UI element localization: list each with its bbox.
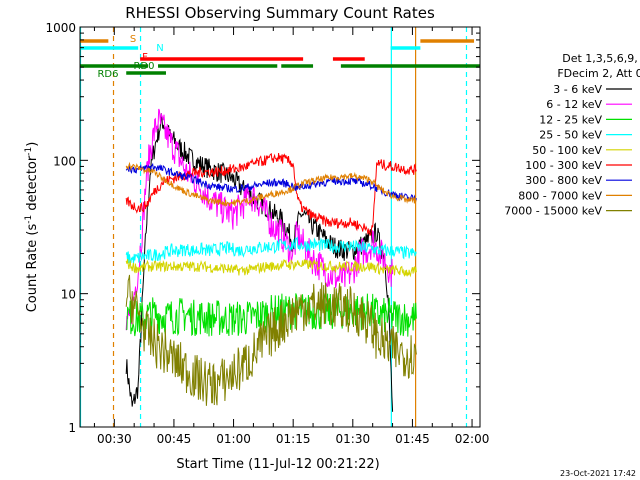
x-axis-ticks: 00:30 00:45 01:00 01:15 01:30 01:45 02:00 bbox=[93, 27, 490, 446]
y-label-part: Count Rate (s bbox=[25, 224, 40, 313]
x-tick-label: 02:00 bbox=[455, 432, 490, 446]
flag-label-s: S bbox=[130, 34, 136, 45]
legend-label-3-6-kev: 3 - 6 keV bbox=[553, 83, 602, 96]
flag-label-rd0: RD0 bbox=[133, 61, 154, 72]
flag-label-rd6: RD6 bbox=[97, 69, 118, 80]
y-axis-ticks: 1 10 100 1000 bbox=[45, 21, 480, 435]
series-line-50-100-kev bbox=[125, 258, 417, 278]
x-tick-label: 01:45 bbox=[395, 432, 430, 446]
y-label-sup: -1 bbox=[24, 215, 34, 224]
x-tick-label: 01:15 bbox=[276, 432, 311, 446]
series-line-100-300-kev bbox=[125, 153, 417, 237]
legend-label-7000-15000-kev: 7000 - 15000 keV bbox=[504, 205, 602, 218]
y-tick-label: 1 bbox=[68, 421, 76, 435]
legend-label-800-7000-kev: 800 - 7000 keV bbox=[518, 189, 602, 202]
y-tick-label: 1000 bbox=[45, 21, 76, 35]
y-tick-label: 100 bbox=[53, 154, 76, 168]
x-axis-label: Start Time (11-Jul-12 00:21:22) bbox=[176, 457, 379, 472]
timestamp: 23-Oct-2021 17:42 bbox=[560, 469, 636, 478]
plot-frame bbox=[79, 26, 481, 428]
legend-label-50-100-kev: 50 - 100 keV bbox=[532, 144, 602, 157]
series-line-6-12-kev bbox=[125, 108, 394, 331]
x-tick-label: 00:30 bbox=[97, 432, 132, 446]
flag-label-n: N bbox=[156, 43, 163, 54]
legend-label-300-800-kev: 300 - 800 keV bbox=[525, 174, 602, 187]
legend-header-line: Det 1,3,5,6,9, bbox=[562, 52, 638, 65]
series-line-800-7000-kev bbox=[125, 161, 417, 207]
legend-header-line: FDecim 2, Att 0 bbox=[557, 67, 640, 80]
y-label-part: ) bbox=[25, 142, 40, 147]
legend-label-100-300-kev: 100 - 300 keV bbox=[525, 159, 602, 172]
legend-label-25-50-kev: 25 - 50 keV bbox=[539, 129, 602, 142]
y-tick-label: 10 bbox=[61, 288, 76, 302]
chart-title: RHESSI Observing Summary Count Rates bbox=[125, 4, 435, 22]
flag-label-f: F bbox=[142, 52, 148, 63]
x-tick-label: 00:45 bbox=[157, 432, 192, 446]
y-label-sup: -1 bbox=[24, 147, 34, 156]
legend-label-12-25-kev: 12 - 25 keV bbox=[539, 113, 602, 126]
legend: 3 - 6 keV 6 - 12 keV 12 - 25 keV 25 - 50 ke… bbox=[504, 83, 632, 218]
legend-label-6-12-kev: 6 - 12 keV bbox=[546, 98, 602, 111]
status-vlines bbox=[79, 27, 468, 427]
x-tick-label: 01:30 bbox=[336, 432, 371, 446]
series-line-25-50-kev bbox=[125, 236, 417, 265]
y-axis-label: Count Rate (s-1 detector-1) bbox=[24, 142, 40, 313]
series-group bbox=[125, 108, 417, 412]
x-tick-label: 01:00 bbox=[216, 432, 251, 446]
series-line-7000-15000-kev bbox=[125, 274, 417, 406]
y-label-part: detector bbox=[25, 155, 40, 215]
